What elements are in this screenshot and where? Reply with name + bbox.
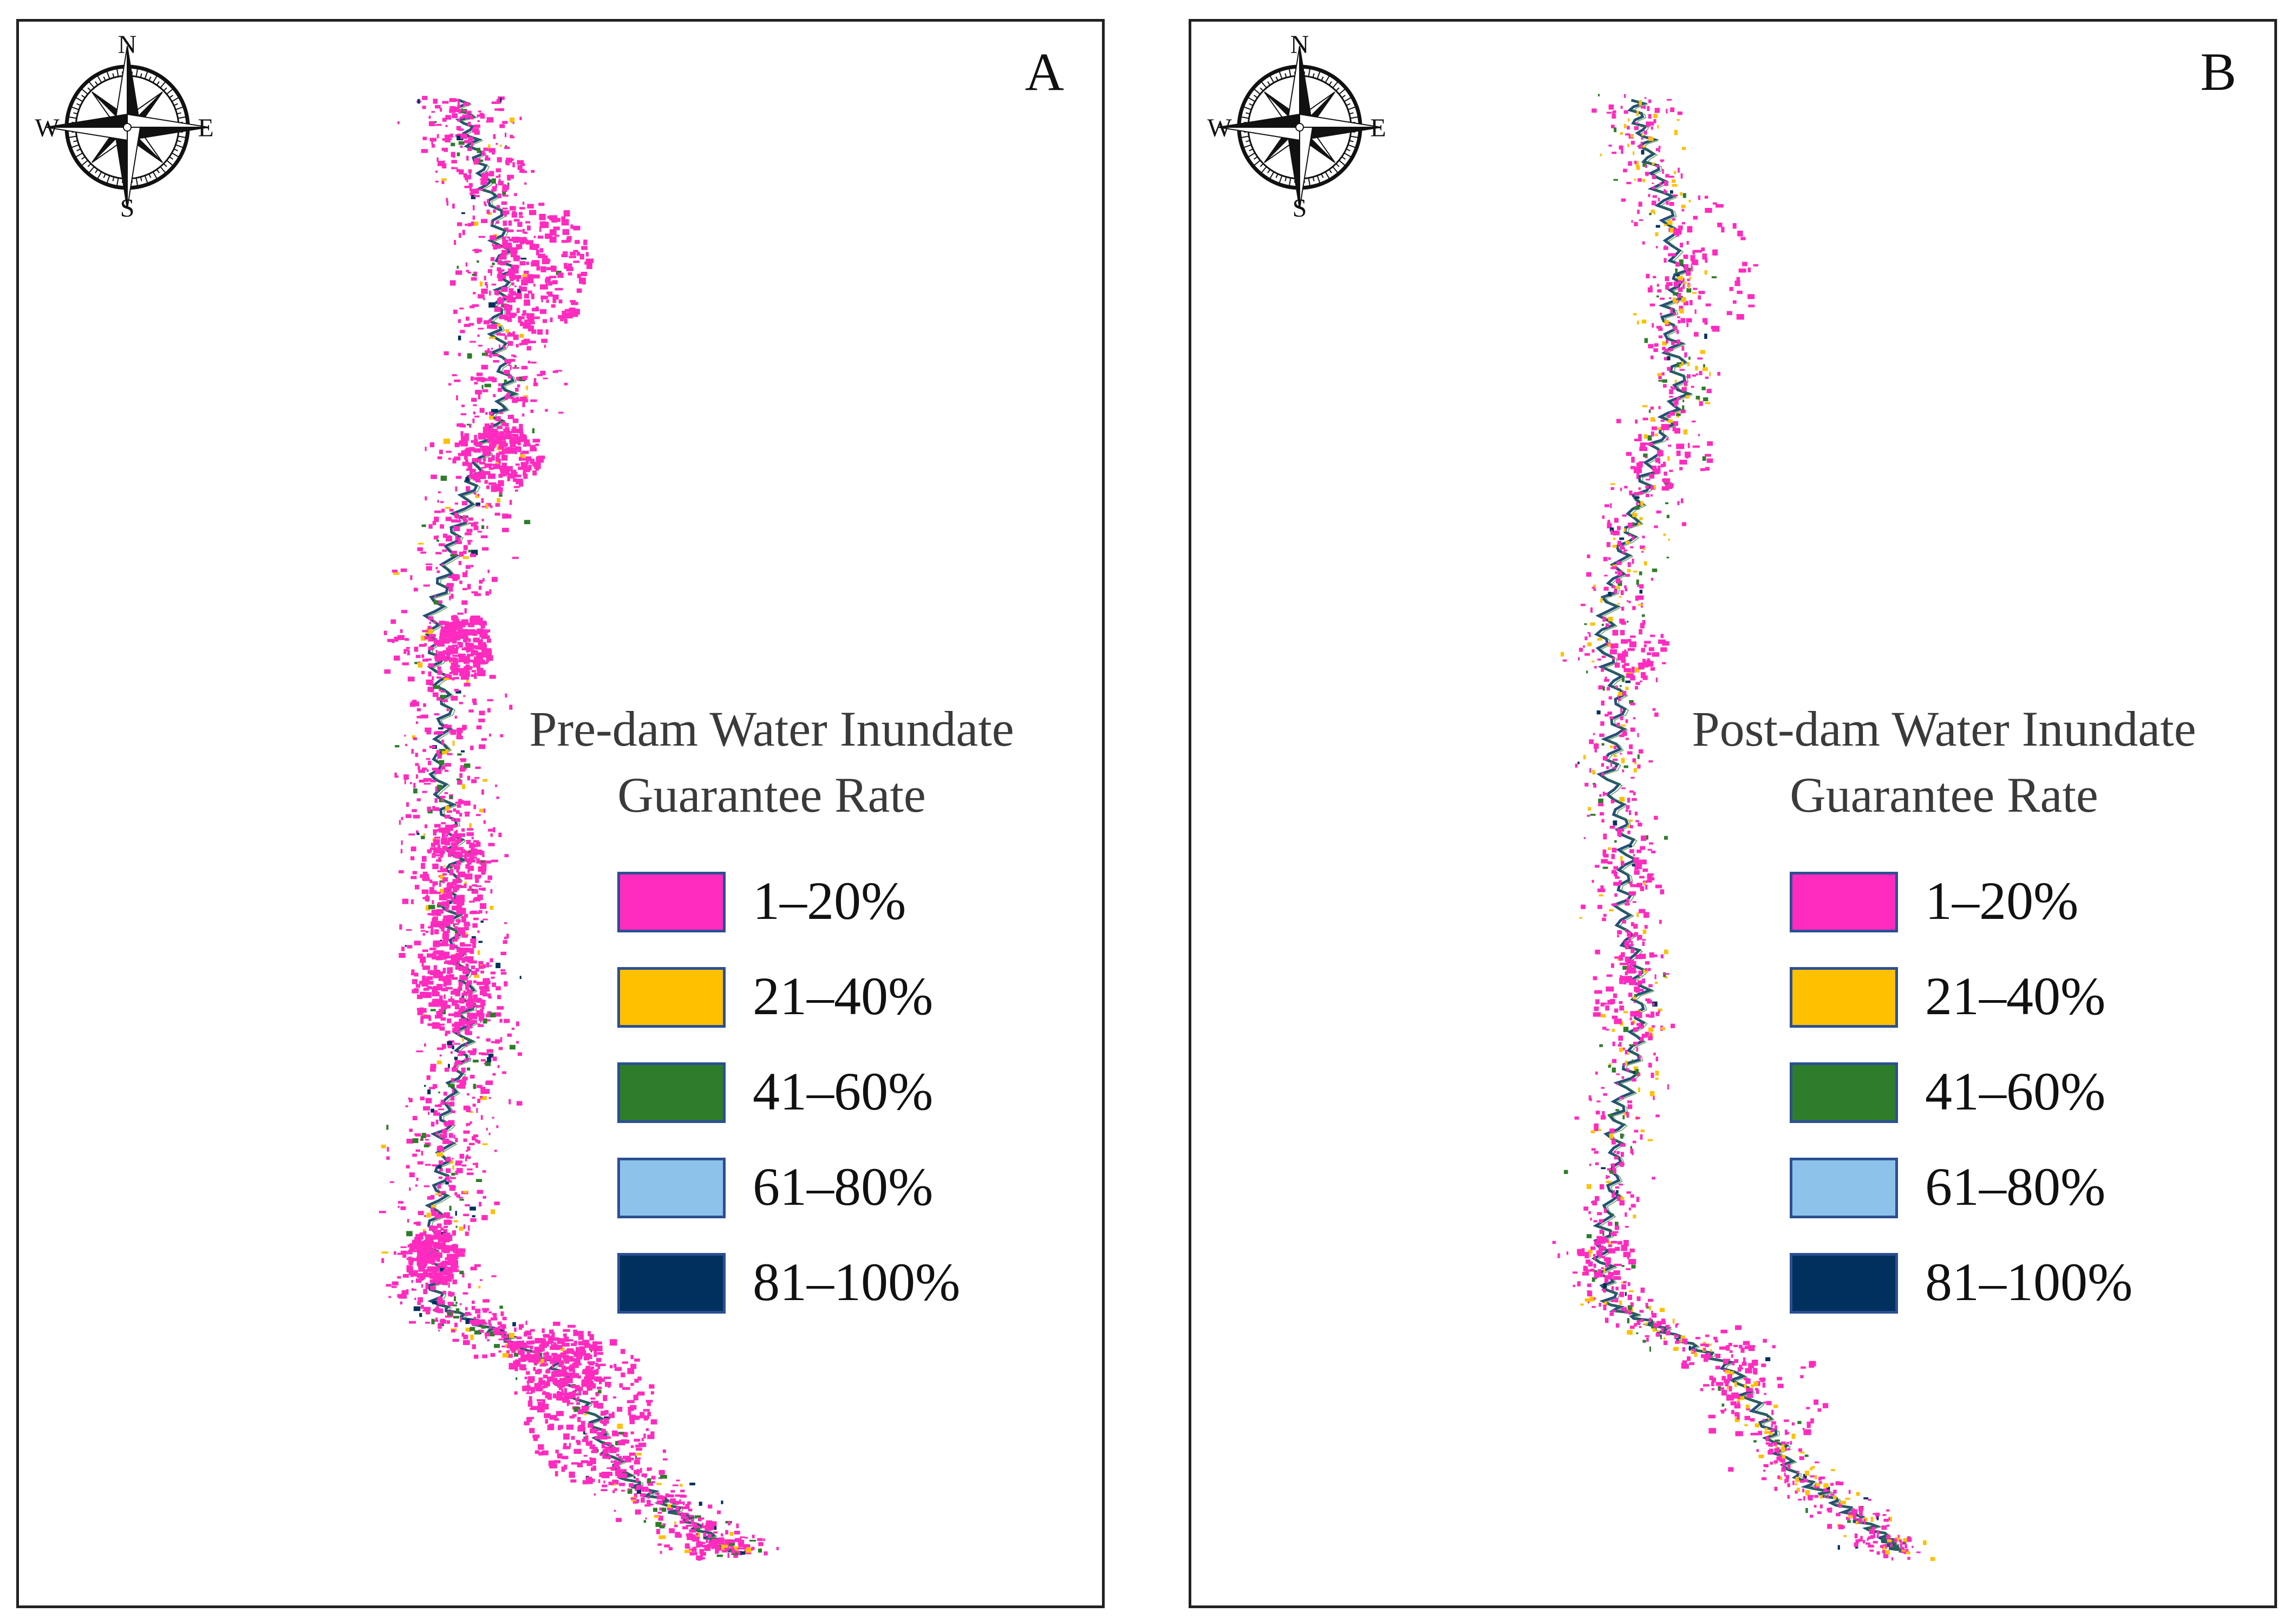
legend-label: 41–60% (753, 1061, 934, 1121)
panel-letter: A (1025, 42, 1064, 102)
compass-east-label: E (1370, 114, 1386, 142)
legend-swatch-81-100 (1790, 1253, 1898, 1314)
compass-south-label: S (1293, 194, 1307, 222)
legend-title-line-1: Post-dam Water Inundate (1692, 701, 2196, 756)
legend-label: 81–100% (1925, 1252, 2133, 1312)
compass-north-label: N (1290, 30, 1309, 59)
legend-swatch-41-60 (617, 1062, 726, 1123)
river-inundation-map (1552, 94, 1935, 1561)
legend-swatch-21-40 (617, 967, 726, 1028)
legend-swatch-1-20 (1790, 872, 1898, 932)
compass-rose-icon: N S E W (1207, 30, 1386, 222)
legend-label: 21–40% (753, 966, 934, 1026)
legend-title-line-1: Pre-dam Water Inundate (529, 701, 1014, 756)
legend-label: 41–60% (1925, 1061, 2106, 1121)
legend-label: 81–100% (753, 1252, 961, 1312)
legend-label: 1–20% (753, 871, 906, 931)
legend-swatch-61-80 (1790, 1158, 1898, 1218)
compass-east-label: E (198, 114, 213, 142)
legend-swatch-61-80 (617, 1158, 726, 1218)
panel-letter: B (2200, 42, 2236, 102)
legend-title: Pre-dam Water Inundate Guarantee Rate (452, 696, 1091, 828)
legend-title-line-2: Guarantee Rate (1790, 767, 2098, 822)
legend-label: 61–80% (1925, 1157, 2106, 1217)
compass-west-label: W (1207, 114, 1232, 142)
map-panel-b: B N S E W Post-dam Water Inundate Guaran… (1189, 19, 2277, 1608)
legend-title: Post-dam Water Inundate Guarantee Rate (1625, 696, 2264, 828)
legend-label: 61–80% (753, 1157, 934, 1217)
compass-rose-icon: N S E W (35, 30, 213, 222)
compass-west-label: W (35, 114, 60, 142)
legend-swatch-21-40 (1790, 967, 1898, 1028)
legend-label: 21–40% (1925, 966, 2106, 1026)
legend-swatch-41-60 (1790, 1062, 1898, 1123)
compass-south-label: S (120, 194, 135, 222)
river-inundation-map (379, 96, 779, 1561)
legend-swatch-1-20 (617, 872, 726, 932)
legend-title-line-2: Guarantee Rate (617, 767, 926, 822)
compass-north-label: N (118, 30, 137, 59)
legend-label: 1–20% (1925, 871, 2079, 931)
legend-swatch-81-100 (617, 1253, 726, 1314)
map-panel-a: A N S E W Pre-dam Water Inundate Guarant… (16, 19, 1105, 1608)
